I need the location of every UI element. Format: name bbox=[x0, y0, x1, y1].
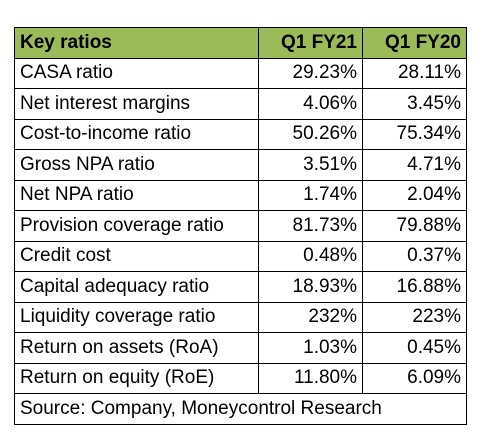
table-row: Provision coverage ratio 81.73% 79.88% bbox=[14, 210, 467, 242]
row-metric: Return on assets (RoA) bbox=[14, 332, 259, 364]
key-ratios-table: Key ratios Q1 FY21 Q1 FY20 CASA ratio 29… bbox=[14, 27, 467, 425]
source-note: Source: Company, Moneycontrol Research bbox=[14, 393, 467, 425]
row-q1-fy21-value: 3.51% bbox=[258, 149, 363, 181]
row-q1-fy21-value: 18.93% bbox=[258, 271, 363, 303]
table-row: Return on equity (RoE) 11.80% 6.09% bbox=[14, 362, 467, 394]
row-q1-fy21-value: 50.26% bbox=[258, 118, 363, 150]
row-metric: Liquidity coverage ratio bbox=[14, 301, 259, 333]
row-q1-fy20-value: 16.88% bbox=[362, 271, 467, 303]
row-q1-fy20-value: 4.71% bbox=[362, 149, 467, 181]
row-metric: CASA ratio bbox=[14, 57, 259, 89]
row-q1-fy20-value: 223% bbox=[362, 301, 467, 333]
row-q1-fy21-value: 0.48% bbox=[258, 240, 363, 272]
row-q1-fy20-value: 79.88% bbox=[362, 210, 467, 242]
row-q1-fy20-value: 0.37% bbox=[362, 240, 467, 272]
row-metric: Capital adequacy ratio bbox=[14, 271, 259, 303]
row-q1-fy20-value: 6.09% bbox=[362, 362, 467, 394]
row-metric: Return on equity (RoE) bbox=[14, 362, 259, 394]
table-row: CASA ratio 29.23% 28.11% bbox=[14, 57, 467, 89]
row-q1-fy21-value: 1.74% bbox=[258, 179, 363, 211]
row-q1-fy21-value: 4.06% bbox=[258, 88, 363, 120]
table-row: Credit cost 0.48% 0.37% bbox=[14, 240, 467, 272]
table-row: Liquidity coverage ratio 232% 223% bbox=[14, 301, 467, 333]
row-metric: Net NPA ratio bbox=[14, 179, 259, 211]
header-q1-fy20: Q1 FY20 bbox=[362, 27, 467, 59]
row-q1-fy20-value: 28.11% bbox=[362, 57, 467, 89]
row-q1-fy20-value: 75.34% bbox=[362, 118, 467, 150]
table-row: Net NPA ratio 1.74% 2.04% bbox=[14, 179, 467, 211]
row-q1-fy20-value: 3.45% bbox=[362, 88, 467, 120]
row-q1-fy21-value: 29.23% bbox=[258, 57, 363, 89]
row-q1-fy21-value: 81.73% bbox=[258, 210, 363, 242]
key-ratios-table-body: Key ratios Q1 FY21 Q1 FY20 CASA ratio 29… bbox=[14, 27, 467, 425]
header-q1-fy21: Q1 FY21 bbox=[258, 27, 363, 59]
table-row: Return on assets (RoA) 1.03% 0.45% bbox=[14, 332, 467, 364]
table-header-row: Key ratios Q1 FY21 Q1 FY20 bbox=[14, 27, 467, 59]
row-q1-fy20-value: 0.45% bbox=[362, 332, 467, 364]
row-q1-fy20-value: 2.04% bbox=[362, 179, 467, 211]
row-metric: Net interest margins bbox=[14, 88, 259, 120]
row-metric: Provision coverage ratio bbox=[14, 210, 259, 242]
row-q1-fy21-value: 232% bbox=[258, 301, 363, 333]
row-metric: Credit cost bbox=[14, 240, 259, 272]
table-row: Capital adequacy ratio 18.93% 16.88% bbox=[14, 271, 467, 303]
header-key-ratios: Key ratios bbox=[14, 27, 259, 59]
source-row: Source: Company, Moneycontrol Research bbox=[14, 393, 467, 425]
row-metric: Gross NPA ratio bbox=[14, 149, 259, 181]
row-q1-fy21-value: 11.80% bbox=[258, 362, 363, 394]
row-metric: Cost-to-income ratio bbox=[14, 118, 259, 150]
table-row: Cost-to-income ratio 50.26% 75.34% bbox=[14, 118, 467, 150]
table-row: Net interest margins 4.06% 3.45% bbox=[14, 88, 467, 120]
table-row: Gross NPA ratio 3.51% 4.71% bbox=[14, 149, 467, 181]
row-q1-fy21-value: 1.03% bbox=[258, 332, 363, 364]
